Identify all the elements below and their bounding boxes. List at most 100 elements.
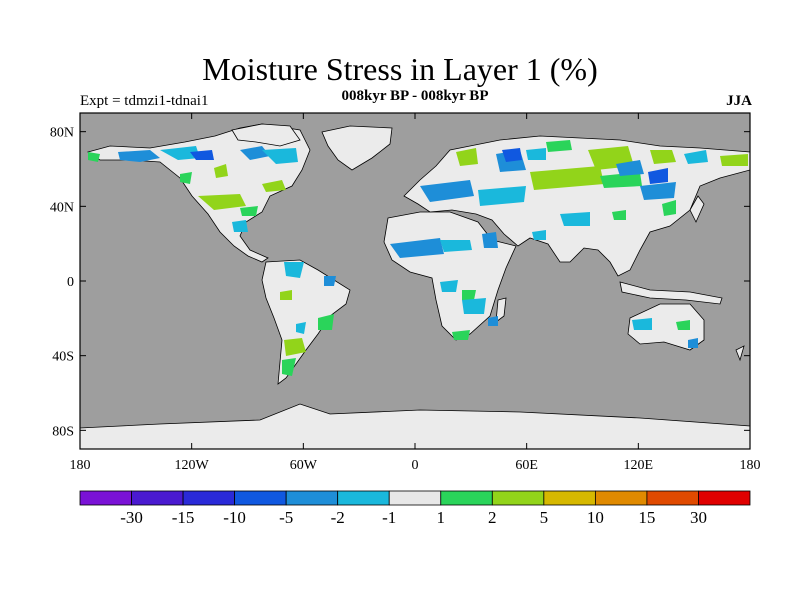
stress-patch: [488, 316, 498, 326]
madagascar: [495, 297, 507, 323]
lon-tick-label: 0: [412, 458, 419, 473]
colorbar-label: -5: [279, 508, 293, 527]
plot-subtitle: 008kyr BP - 008kyr BP: [341, 88, 489, 104]
colorbar-labels: -30 -15 -10 -5 -2 -1 1 2 5 10 15 30: [120, 508, 707, 527]
colorbar-label: -2: [331, 508, 345, 527]
stress-patch: [318, 314, 334, 330]
japan: [689, 195, 705, 223]
stress-patch: [600, 172, 642, 188]
stress-patch: [180, 172, 192, 184]
stress-patch: [478, 186, 526, 206]
stress-patch: [688, 338, 698, 348]
colorbar-label: -30: [120, 508, 143, 527]
stress-patch: [648, 168, 668, 184]
colorbar-box: [646, 490, 699, 506]
stress-patch: [546, 140, 572, 152]
colorbar-label: 15: [638, 508, 655, 527]
colorbar-label: 10: [587, 508, 604, 527]
arctic-islands: [231, 123, 301, 147]
stress-patch: [616, 160, 644, 176]
colorbar-label: 2: [488, 508, 497, 527]
stress-patch: [262, 148, 298, 164]
stress-patch: [232, 220, 248, 232]
stress-patch: [526, 148, 546, 160]
stress-patch: [240, 206, 258, 216]
stress-patch: [440, 240, 472, 252]
colorbar-box: [182, 490, 236, 506]
stress-patch: [214, 164, 228, 178]
stress-patch: [612, 210, 626, 220]
longitude-axis: 180 120W 60W 0 60E 120E 180: [70, 113, 761, 473]
colorbar-label: -1: [382, 508, 396, 527]
stress-patch: [262, 180, 286, 192]
latitude-axis: 80N 40N 0 40S 80S: [50, 126, 750, 439]
stress-patch: [532, 230, 546, 240]
colorbar-box: [234, 490, 287, 506]
colorbar-box: [698, 490, 751, 506]
lat-tick-label: 80S: [52, 424, 74, 439]
greenland: [321, 125, 393, 171]
stress-patch: [530, 166, 604, 190]
stress-patch: [190, 150, 214, 160]
stress-patch: [632, 318, 652, 330]
moisture-stress-patches: [88, 140, 748, 376]
colorbar-label: -10: [223, 508, 246, 527]
stress-patch: [198, 194, 246, 210]
stress-patch: [284, 262, 304, 278]
stress-patch: [420, 180, 474, 202]
stress-patch: [160, 146, 200, 160]
colorbar-label: 5: [540, 508, 549, 527]
lon-tick-label: 60W: [290, 458, 318, 473]
stress-patch: [462, 298, 486, 314]
indonesia: [619, 281, 723, 305]
experiment-label: Expt = tdmzi1-tdnai1: [80, 93, 209, 109]
stress-patch: [296, 322, 306, 334]
lon-tick-label: 60E: [515, 458, 538, 473]
lon-tick-label: 120E: [624, 458, 654, 473]
stress-patch: [440, 280, 458, 292]
stress-patch: [88, 152, 100, 162]
colorbar-box: [594, 490, 648, 506]
stress-patch: [684, 150, 708, 164]
stress-patch: [390, 238, 444, 258]
stress-patch: [640, 182, 676, 200]
lat-tick-label: 40N: [50, 200, 74, 215]
plot-title: Moisture Stress in Layer 1 (%): [202, 51, 598, 87]
stress-patch: [502, 148, 522, 162]
stress-patch: [462, 290, 476, 300]
stress-patch: [240, 146, 270, 160]
stress-patch: [676, 320, 690, 330]
stress-patch: [324, 276, 336, 286]
stress-patch: [560, 212, 590, 226]
stress-patch: [282, 358, 296, 376]
stress-patch: [720, 154, 748, 166]
lat-tick-label: 40S: [52, 350, 74, 365]
stress-patch: [280, 290, 292, 300]
colorbar-box: [491, 490, 545, 506]
stress-patch: [662, 200, 676, 216]
lat-tick-label: 80N: [50, 126, 74, 141]
stress-patch: [482, 232, 498, 248]
colorbar-box: [440, 490, 493, 506]
stress-patch: [284, 338, 306, 356]
stress-patch: [456, 148, 478, 166]
colorbar-label: 30: [690, 508, 707, 527]
stress-patch: [452, 330, 470, 340]
lon-tick-label: 180: [70, 458, 91, 473]
colorbar-box: [285, 490, 339, 506]
colorbar-label: 1: [437, 508, 446, 527]
stress-patch: [650, 150, 676, 164]
lon-tick-label: 120W: [175, 458, 210, 473]
new-zealand: [735, 345, 745, 362]
season-label: JJA: [726, 93, 752, 109]
colorbar-box: [388, 490, 442, 506]
colorbar-label: -15: [172, 508, 195, 527]
colorbar-box: [543, 490, 596, 506]
lat-tick-label: 0: [67, 275, 74, 290]
colorbar-box: [131, 490, 184, 506]
colorbar-boxes: [79, 490, 751, 506]
colorbar-box: [79, 490, 132, 506]
colorbar-box: [337, 490, 390, 506]
